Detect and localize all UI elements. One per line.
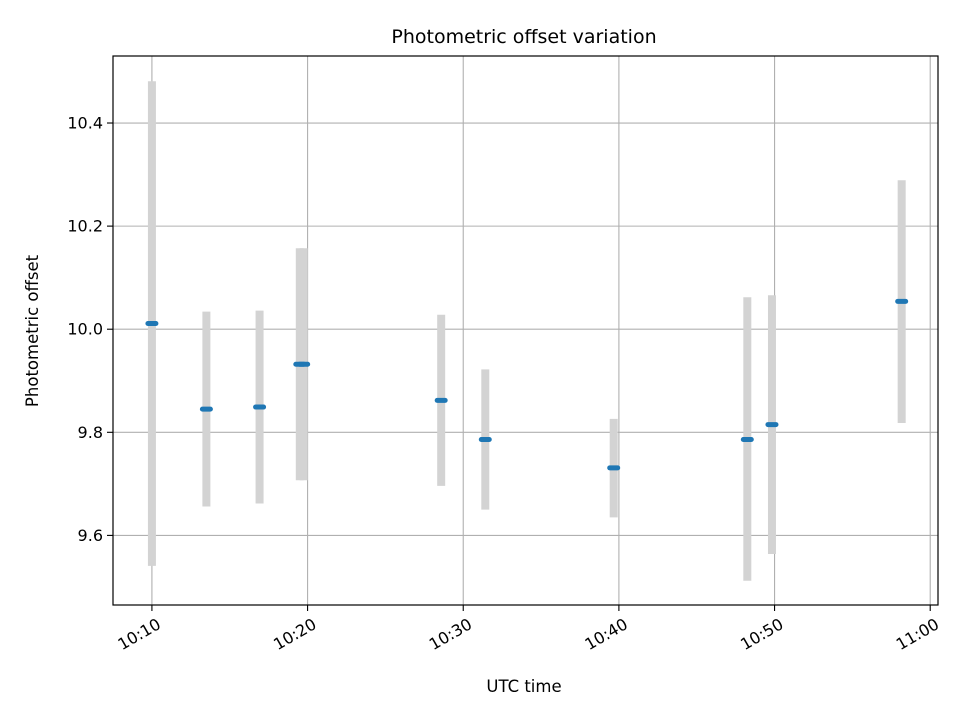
data-points xyxy=(145,298,909,471)
plot-area-frame xyxy=(112,55,939,606)
y-tick-label: 9.8 xyxy=(78,423,103,442)
y-axis-title: Photometric offset xyxy=(23,254,42,407)
y-tick-label: 10.4 xyxy=(67,114,103,133)
x-axis-title: UTC time xyxy=(486,677,561,696)
y-axis-ticks: 9.6 9.8 10.0 10.2 10.4 xyxy=(67,114,113,545)
y-tick-label: 10.2 xyxy=(67,217,103,236)
y-tick-label: 10.0 xyxy=(67,320,103,339)
chart-title: Photometric offset variation xyxy=(391,26,656,48)
y-tick-label: 9.6 xyxy=(78,526,103,545)
